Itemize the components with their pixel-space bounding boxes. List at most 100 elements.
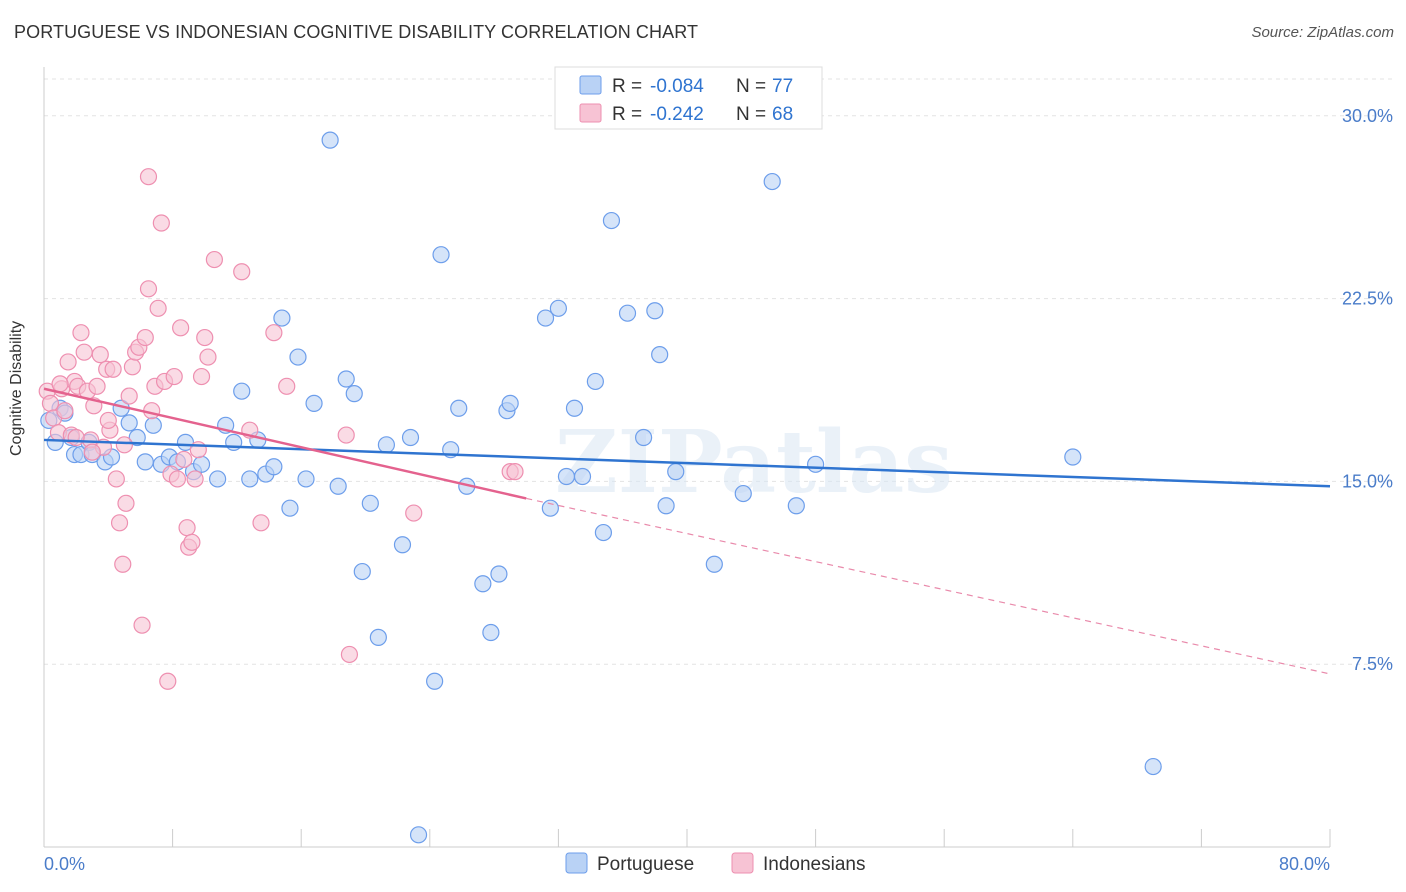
- indonesians-point: [337, 426, 355, 444]
- indonesians-point: [405, 504, 423, 522]
- portuguese-point: [501, 394, 519, 412]
- stats-n-value: 68: [772, 104, 793, 125]
- stats-n-value: 77: [772, 76, 793, 97]
- portuguese-point: [490, 565, 508, 583]
- portuguese-point: [646, 302, 664, 320]
- indonesians-point: [143, 402, 161, 420]
- indonesians-point: [178, 519, 196, 537]
- portuguese-point: [337, 370, 355, 388]
- stats-r-label: R =: [612, 104, 642, 125]
- indonesians-point: [172, 319, 190, 337]
- indonesians-point: [136, 328, 154, 347]
- portuguese-point: [241, 470, 259, 488]
- indonesians-point: [159, 672, 177, 690]
- portuguese-point: [573, 467, 592, 486]
- portuguese-point: [602, 211, 621, 230]
- indonesians-point: [199, 348, 217, 366]
- portuguese-point: [763, 172, 781, 191]
- portuguese-point: [281, 499, 299, 517]
- legend-swatch: [565, 852, 588, 874]
- indonesians-point: [506, 463, 524, 481]
- indonesians-point: [104, 360, 122, 378]
- indonesians-point: [133, 616, 151, 634]
- portuguese-point: [393, 536, 412, 554]
- portuguese-point: [734, 484, 752, 503]
- watermark-logo: ZIPatlas: [555, 412, 953, 513]
- portuguese-point: [409, 826, 428, 844]
- portuguese-point: [565, 399, 584, 417]
- stats-swatch: [579, 75, 602, 95]
- portuguese-point: [209, 470, 227, 488]
- indonesians-point: [175, 450, 193, 469]
- indonesians-point: [107, 470, 125, 488]
- portuguese-point: [305, 394, 323, 412]
- portuguese-point: [618, 304, 637, 322]
- indonesians-point: [340, 645, 359, 664]
- portuguese-point: [353, 562, 371, 581]
- indonesians-point: [252, 514, 270, 532]
- portuguese-point: [474, 575, 492, 593]
- indonesians-trend-extension: [526, 497, 1331, 675]
- portuguese-point: [634, 428, 653, 447]
- indonesians-point: [123, 358, 142, 376]
- stats-r-value: -0.084: [650, 76, 704, 97]
- y-tick-label: 15.0%: [1342, 471, 1393, 491]
- stats-r-label: R =: [612, 76, 642, 97]
- portuguese-point: [401, 428, 420, 447]
- indonesians-point: [152, 214, 170, 232]
- portuguese-point: [361, 494, 379, 512]
- portuguese-point: [705, 555, 723, 573]
- indonesians-point: [186, 470, 204, 488]
- portuguese-point: [369, 628, 387, 646]
- indonesians-point: [41, 394, 60, 412]
- indonesians-point: [59, 353, 77, 371]
- indonesians-point: [56, 402, 74, 420]
- portuguese-point: [377, 436, 395, 454]
- indonesians-point: [115, 436, 133, 454]
- indonesians-point: [183, 533, 201, 551]
- indonesians-point: [51, 375, 69, 393]
- portuguese-point: [594, 523, 613, 542]
- portuguese-point: [557, 467, 576, 486]
- indonesians-point: [91, 346, 109, 364]
- indonesians-point: [278, 377, 296, 395]
- portuguese-point: [651, 346, 669, 364]
- portuguese-point: [128, 428, 146, 447]
- portuguese-trend-line: [43, 438, 1331, 488]
- portuguese-point: [1144, 757, 1162, 776]
- indonesians-point: [67, 428, 85, 447]
- indonesians-point: [120, 387, 138, 405]
- indonesians-point: [139, 280, 158, 298]
- portuguese-point: [426, 672, 444, 690]
- legend-swatch: [731, 852, 754, 874]
- portuguese-point: [136, 453, 154, 471]
- indonesians-point: [196, 328, 214, 347]
- portuguese-point: [657, 497, 675, 515]
- y-tick-label: 7.5%: [1352, 654, 1393, 674]
- x-tick-label: 0.0%: [44, 854, 85, 874]
- portuguese-point: [482, 623, 500, 642]
- legend-label: Indonesians: [763, 854, 865, 875]
- portuguese-point: [787, 497, 805, 515]
- legend-label: Portuguese: [597, 854, 694, 875]
- indonesians-point: [75, 343, 93, 361]
- chart-title: PORTUGUESE VS INDONESIAN COGNITIVE DISAB…: [14, 22, 699, 42]
- stats-swatch: [579, 103, 602, 123]
- portuguese-point: [432, 246, 450, 264]
- indonesians-point: [165, 367, 183, 386]
- indonesians-point: [88, 377, 106, 395]
- stats-n-label: N =: [736, 104, 766, 125]
- portuguese-point: [541, 499, 559, 517]
- stats-n-label: N =: [736, 76, 766, 97]
- x-tick-label: 80.0%: [1279, 854, 1330, 874]
- indonesians-point: [265, 324, 283, 342]
- indonesians-point: [114, 555, 132, 573]
- portuguese-point: [536, 309, 555, 327]
- portuguese-point: [586, 372, 604, 391]
- portuguese-point: [265, 458, 283, 476]
- indonesians-point: [192, 367, 211, 386]
- portuguese-point: [1064, 448, 1082, 466]
- indonesians-point: [168, 470, 187, 488]
- y-tick-label: 30.0%: [1342, 106, 1393, 126]
